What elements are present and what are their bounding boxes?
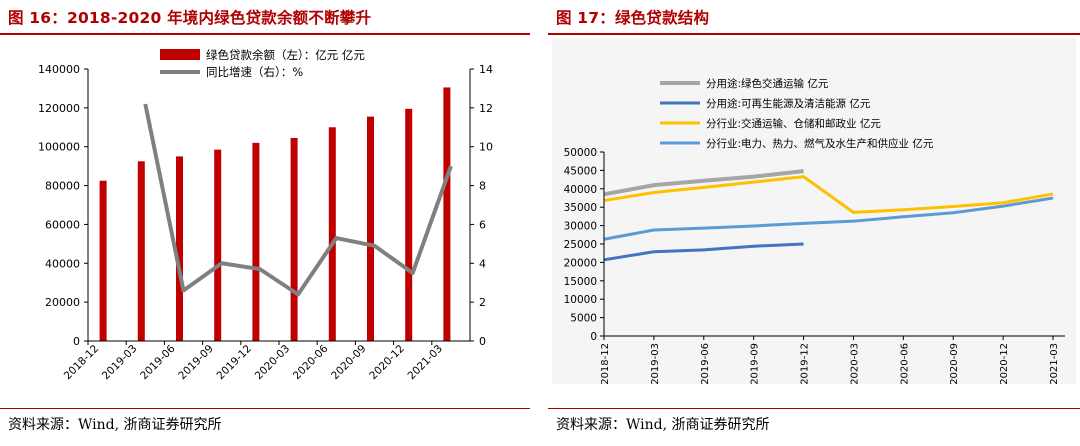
x-tick-label: 2020-12 xyxy=(367,343,407,383)
y-right-tick-label: 14 xyxy=(479,63,493,76)
y-right-tick-label: 10 xyxy=(479,141,493,154)
y-tick-label: 30000 xyxy=(564,221,597,233)
legend-label-growth: 同比增速（右）：% xyxy=(206,65,303,79)
figure-17: 图 17：绿色贷款结构 0 5000 10000 15000 20000 25000 300… xyxy=(548,0,1080,446)
green-loan-balance-chart: 0 20000 40000 60000 80000 100000 120000 140000 0… xyxy=(38,48,493,383)
series-line-3 xyxy=(603,196,1054,241)
figure-16-title: 图 16：2018-2020 年境内绿色贷款余额不断攀升 xyxy=(8,9,372,27)
y-right-tick-label: 4 xyxy=(479,257,486,270)
balance-bar xyxy=(443,87,451,341)
y-tick-label: 25000 xyxy=(564,239,597,251)
y-right-tick-label: 8 xyxy=(479,180,486,193)
x-tick-label: 2020-09 xyxy=(949,343,960,385)
x-tick-label: 2020-12 xyxy=(999,343,1010,385)
green-loan-structure-chart: 0 5000 10000 15000 20000 25000 30000 35000 40000… xyxy=(552,38,1076,385)
y-left-tick-label: 60000 xyxy=(45,218,80,231)
x-tick-label: 2021-03 xyxy=(406,343,446,383)
x-tick-label: 2019-03 xyxy=(100,343,140,383)
y-left-tick-label: 40000 xyxy=(45,257,80,270)
y-tick-label: 40000 xyxy=(564,184,597,196)
chart-background xyxy=(552,38,1076,384)
x-tick-label: 2019-03 xyxy=(650,343,661,385)
x-tick-label: 2019-09 xyxy=(176,343,216,383)
x-tick-label: 2018-12 xyxy=(600,343,611,385)
figure-16-top-rule xyxy=(0,33,530,35)
growth-rate-line xyxy=(143,103,453,297)
y-tick-label: 45000 xyxy=(564,165,597,177)
figure-17-bottom-rule xyxy=(548,408,1080,409)
y-tick-label: 0 xyxy=(590,331,597,343)
y-right-tick-label: 2 xyxy=(479,296,486,309)
figure-16: 图 16：2018-2020 年境内绿色贷款余额不断攀升 0 20000 40000… xyxy=(0,0,530,446)
x-tick-label: 2020-09 xyxy=(329,343,369,383)
y-tick-label: 10000 xyxy=(564,294,597,306)
y-left-tick-label: 120000 xyxy=(38,102,80,115)
x-tick-label: 2019-06 xyxy=(138,342,178,382)
x-tick-label: 2019-06 xyxy=(700,343,711,385)
balance-bar xyxy=(405,108,413,341)
y-tick-label: 15000 xyxy=(564,276,597,288)
y-left-tick-label: 100000 xyxy=(38,141,80,154)
x-tick-label: 2020-06 xyxy=(899,343,910,385)
y-tick-label: 5000 xyxy=(570,313,597,325)
legend-swatch-balance xyxy=(160,49,200,60)
y-tick-label: 20000 xyxy=(564,257,597,269)
y-left-tick-label: 80000 xyxy=(45,180,80,193)
x-tick-label: 2021-03 xyxy=(1049,343,1060,385)
balance-bar xyxy=(214,149,222,341)
x-tick-label: 2018-12 xyxy=(62,343,102,383)
x-tick-label: 2020-03 xyxy=(253,343,293,383)
y-right-tick-label: 6 xyxy=(479,218,486,231)
x-tick-label: 2019-12 xyxy=(215,343,255,383)
balance-bar xyxy=(99,180,107,341)
balance-bar xyxy=(290,137,298,341)
balance-bar xyxy=(328,127,336,342)
legend-label-balance: 绿色贷款余额（左）：亿元 亿元 xyxy=(206,48,365,62)
legend-label-renewable-use: 分用途:可再生能源及清洁能源 亿元 xyxy=(706,97,871,110)
figure-16-source: 资料来源：Wind, 浙商证券研究所 xyxy=(8,417,222,433)
legend-label-power-industry: 分行业:电力、热力、燃气及水生产和供应业 亿元 xyxy=(706,137,934,150)
balance-bar xyxy=(176,156,183,341)
y-right-tick-label: 12 xyxy=(479,102,493,115)
y-right-tick-label: 0 xyxy=(479,335,486,348)
x-tick-label: 2019-09 xyxy=(750,343,761,385)
series-line-2 xyxy=(603,175,1054,214)
figure-16-bottom-rule xyxy=(0,408,530,409)
y-left-tick-label: 0 xyxy=(73,335,80,348)
balance-bar xyxy=(252,142,260,341)
figure-17-source: 资料来源：Wind, 浙商证券研究所 xyxy=(556,417,770,433)
x-tick-label: 2020-03 xyxy=(849,343,860,385)
y-tick-label: 50000 xyxy=(564,147,597,159)
legend-label-transport-use: 分用途:绿色交通运输 亿元 xyxy=(706,77,829,90)
figure-17-title: 图 17：绿色贷款结构 xyxy=(556,9,710,27)
legend-label-transport-industry: 分行业:交通运输、仓储和邮政业 亿元 xyxy=(706,117,881,130)
x-tick-label: 2020-06 xyxy=(291,342,331,382)
balance-bar xyxy=(367,116,374,341)
balance-bar xyxy=(137,161,145,341)
figure-17-top-rule xyxy=(548,33,1080,35)
y-left-tick-label: 20000 xyxy=(45,296,80,309)
y-tick-label: 35000 xyxy=(564,202,597,214)
x-tick-label: 2019-12 xyxy=(800,343,811,385)
y-left-tick-label: 140000 xyxy=(38,63,80,76)
